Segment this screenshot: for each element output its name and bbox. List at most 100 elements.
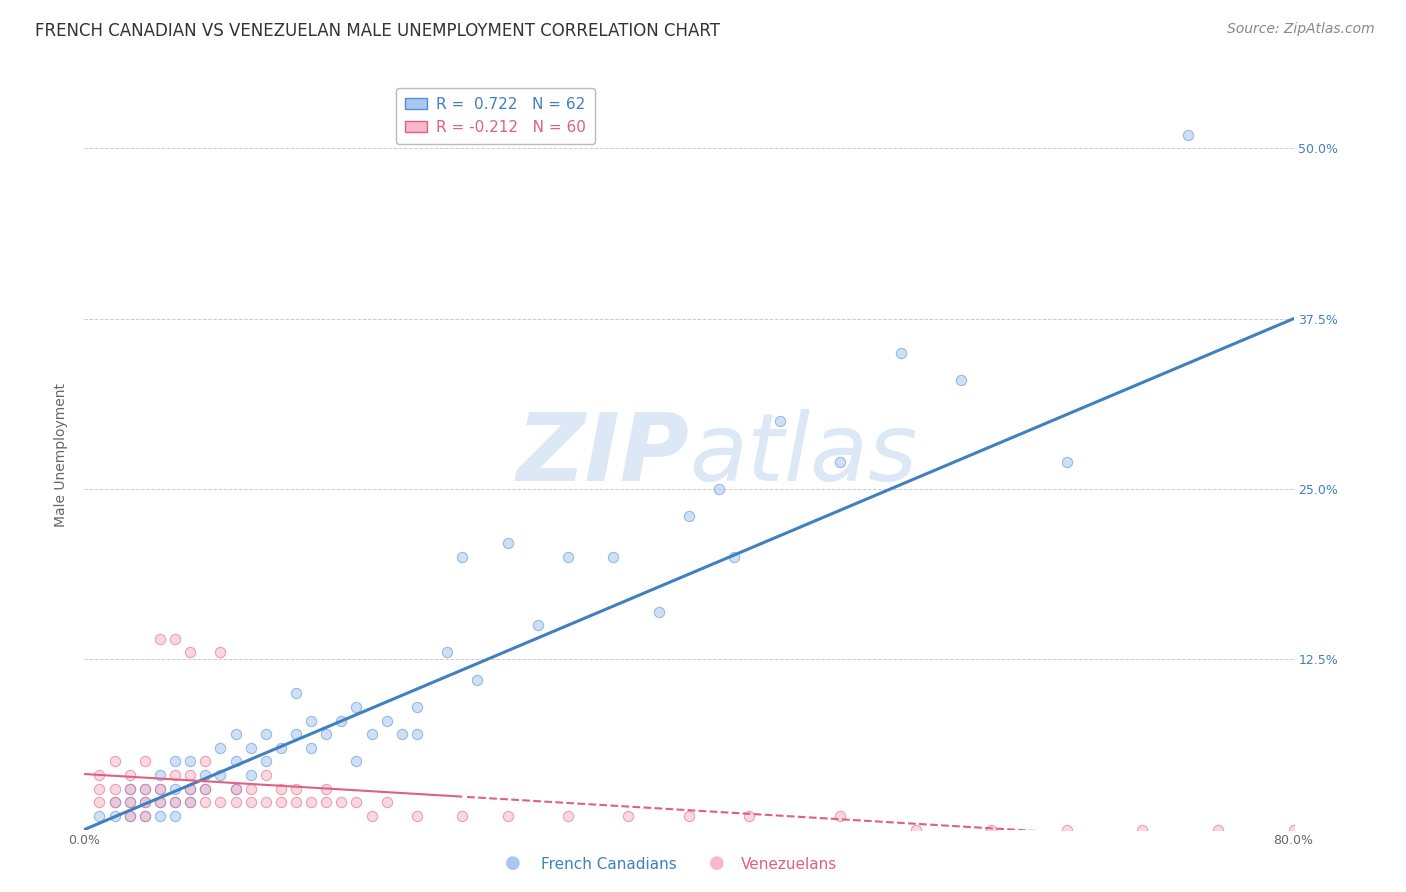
Point [165, 768, 187, 782]
Point [239, 740, 262, 755]
Text: Venezuelans: Venezuelans [741, 857, 837, 872]
Point [239, 795, 262, 809]
Point [179, 781, 201, 796]
Text: ●: ● [709, 855, 725, 872]
Point [209, 795, 232, 809]
Point [1056, 455, 1078, 469]
Point [557, 550, 579, 565]
Point [406, 700, 429, 714]
Point [254, 795, 277, 809]
Point [375, 714, 398, 728]
Point [89, 809, 111, 823]
Point [118, 781, 141, 796]
Point [557, 809, 579, 823]
Point [1206, 822, 1229, 837]
Legend: R =  0.722   N = 62, R = -0.212   N = 60: R = 0.722 N = 62, R = -0.212 N = 60 [396, 88, 595, 144]
Point [118, 781, 141, 796]
Point [165, 809, 187, 823]
Point [904, 822, 927, 837]
Point [254, 768, 277, 782]
Point [209, 768, 232, 782]
Point [830, 809, 852, 823]
Point [179, 795, 201, 809]
Y-axis label: Male Unemployment: Male Unemployment [55, 383, 69, 527]
Point [134, 795, 156, 809]
Point [375, 795, 398, 809]
Point [723, 550, 745, 565]
Point [678, 809, 700, 823]
Point [194, 795, 217, 809]
Point [239, 781, 262, 796]
Point [149, 809, 172, 823]
Point [239, 768, 262, 782]
Point [285, 781, 308, 796]
Point [451, 550, 474, 565]
Point [104, 795, 127, 809]
Text: atlas: atlas [689, 409, 917, 500]
Point [89, 781, 111, 796]
Point [346, 700, 368, 714]
Point [285, 795, 308, 809]
Point [179, 781, 201, 796]
Point [360, 809, 382, 823]
Text: Source: ZipAtlas.com: Source: ZipAtlas.com [1227, 22, 1375, 37]
Point [134, 781, 156, 796]
Point [648, 605, 671, 619]
Point [104, 795, 127, 809]
Point [270, 781, 292, 796]
Point [134, 809, 156, 823]
Point [1282, 822, 1305, 837]
Point [890, 345, 912, 359]
Point [179, 755, 201, 769]
Point [1056, 822, 1078, 837]
Point [104, 755, 127, 769]
Point [149, 795, 172, 809]
Point [315, 795, 337, 809]
Point [165, 755, 187, 769]
Point [179, 795, 201, 809]
Point [299, 714, 322, 728]
Point [194, 768, 217, 782]
Point [496, 536, 519, 550]
Point [149, 781, 172, 796]
Point [118, 795, 141, 809]
Point [330, 795, 353, 809]
Point [149, 795, 172, 809]
Point [225, 781, 247, 796]
Point [346, 795, 368, 809]
Point [678, 509, 700, 524]
Point [950, 373, 973, 387]
Text: ZIP: ZIP [516, 409, 689, 501]
Point [194, 755, 217, 769]
Point [165, 781, 187, 796]
Point [406, 727, 429, 741]
Point [270, 740, 292, 755]
Point [209, 645, 232, 659]
Point [285, 686, 308, 700]
Point [299, 795, 322, 809]
Point [406, 809, 429, 823]
Text: ●: ● [505, 855, 522, 872]
Point [134, 755, 156, 769]
Point [134, 809, 156, 823]
Point [769, 414, 792, 428]
Point [118, 809, 141, 823]
Point [285, 727, 308, 741]
Point [496, 809, 519, 823]
Point [225, 781, 247, 796]
Point [104, 809, 127, 823]
Point [209, 740, 232, 755]
Point [436, 645, 458, 659]
Point [1177, 128, 1199, 142]
Point [451, 809, 474, 823]
Point [225, 795, 247, 809]
Point [225, 755, 247, 769]
Point [330, 714, 353, 728]
Point [617, 809, 640, 823]
Point [89, 768, 111, 782]
Point [134, 781, 156, 796]
Point [165, 795, 187, 809]
Point [602, 550, 624, 565]
Point [149, 768, 172, 782]
Point [118, 768, 141, 782]
